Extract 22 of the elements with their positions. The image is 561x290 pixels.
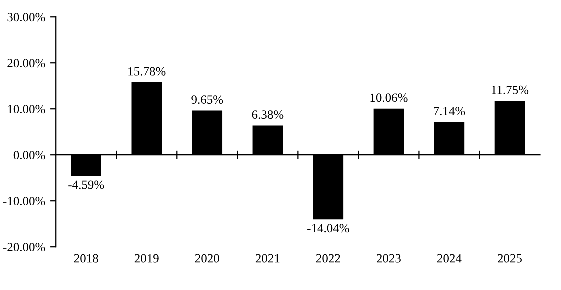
- data-label: -4.59%: [68, 180, 104, 190]
- x-tick-label: 2019: [134, 254, 159, 263]
- data-label: 11.75%: [492, 86, 529, 94]
- x-tick-label: 2020: [195, 254, 220, 263]
- x-tick-label: 2018: [74, 254, 98, 263]
- data-label: 9.65%: [192, 96, 224, 104]
- x-tick-label: 2024: [438, 254, 462, 263]
- x-tick-label: 2023: [376, 254, 401, 263]
- x-tick-label: 2021: [256, 254, 280, 263]
- y-tick-label: 30.00%: [8, 13, 46, 22]
- data-label: 6.38%: [252, 110, 284, 120]
- data-label: 15.78%: [128, 67, 166, 76]
- y-tick-label: -20.00%: [3, 243, 46, 252]
- data-label: -14.04%: [308, 224, 350, 233]
- y-tick-label: -10.00%: [3, 197, 46, 206]
- y-tick-label: 10.00%: [8, 105, 46, 114]
- x-tick-label: 2022: [316, 254, 340, 263]
- y-tick-label: 0.00%: [14, 151, 46, 160]
- data-label: 10.06%: [370, 94, 408, 102]
- y-tick-label: 20.00%: [8, 59, 46, 68]
- data-label: 7.14%: [434, 107, 466, 116]
- x-tick-label: 2025: [498, 254, 522, 263]
